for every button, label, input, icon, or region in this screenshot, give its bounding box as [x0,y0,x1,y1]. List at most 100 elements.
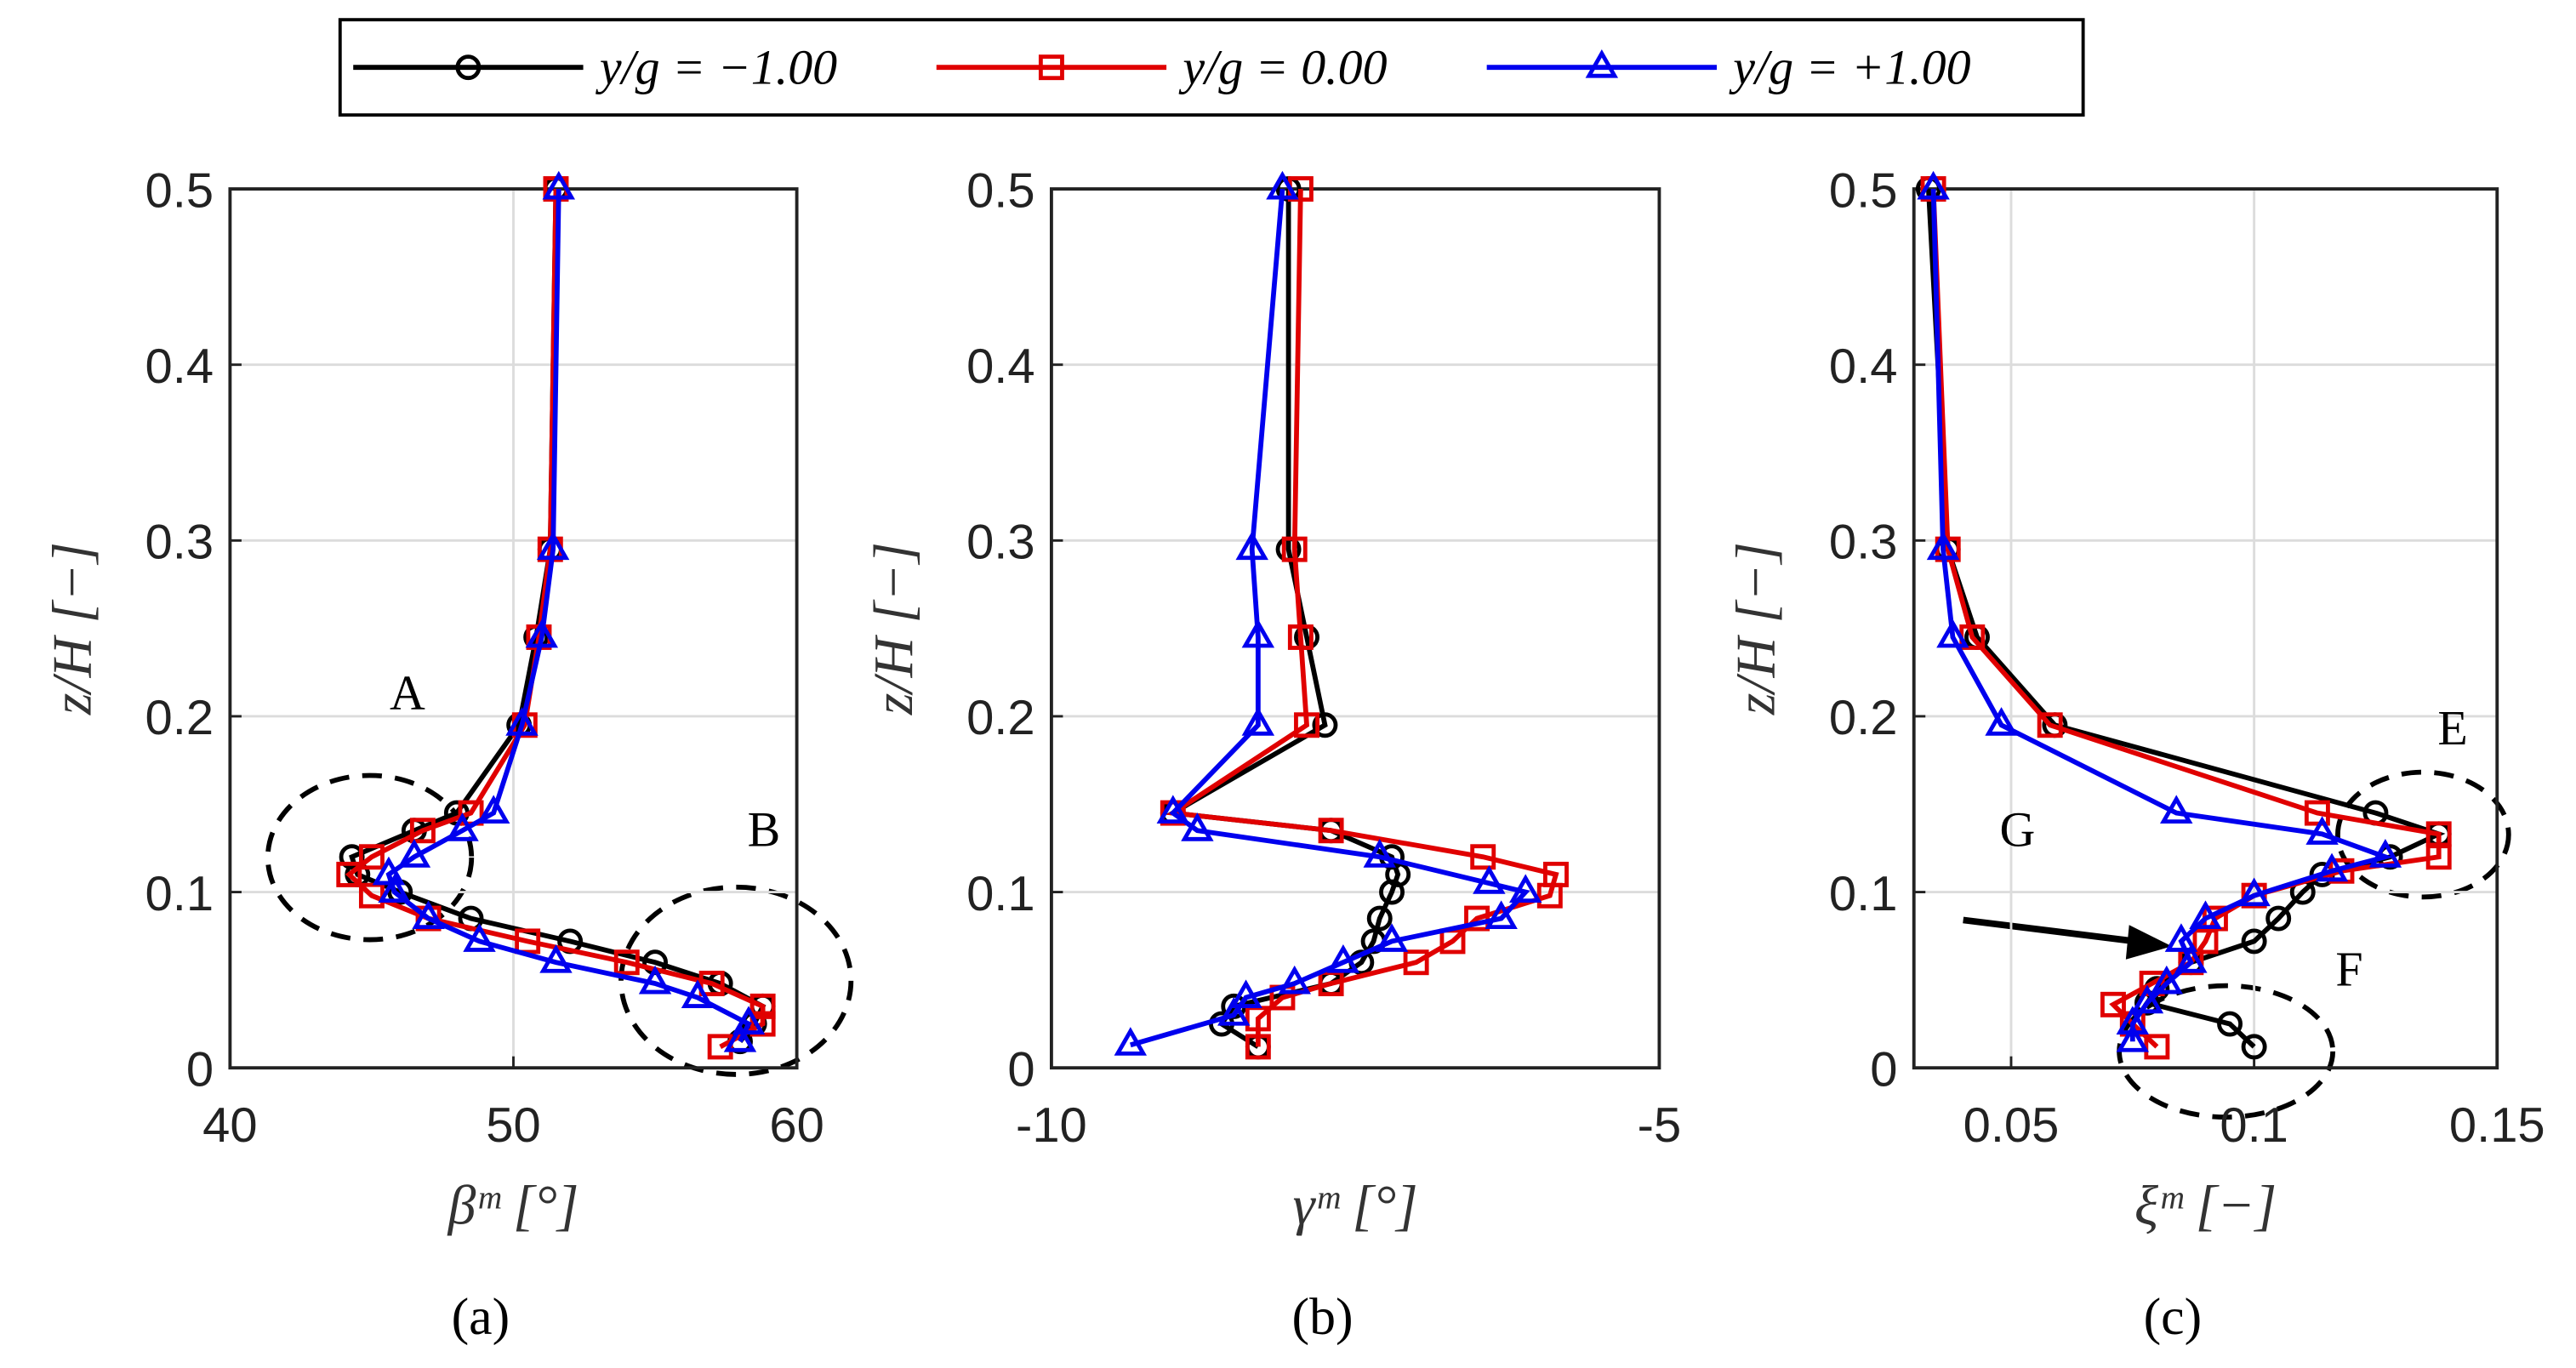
marker [2304,800,2330,826]
y-tick-label: 0.1 [145,867,214,921]
marker [455,54,482,81]
marker [1473,865,1506,894]
y-tick-label: 0.5 [966,163,1035,218]
marker [2150,965,2184,995]
x-tick-label: 50 [486,1098,540,1153]
x-tick-label: -10 [1016,1098,1087,1153]
marker [2241,928,2267,955]
marker [446,812,479,841]
series-line [385,189,752,1043]
marker [732,1006,766,1035]
marker [2164,923,2198,952]
marker [2305,816,2339,845]
marker [476,795,510,824]
panel-label: (a) [452,1288,510,1346]
marker [1464,905,1490,932]
marker [2241,1034,2267,1060]
marker [2425,844,2452,870]
axes-frame [228,187,799,1070]
marker [539,944,573,973]
marker [2265,905,2292,932]
x-axis-label: γᵐ [°] [1293,1175,1418,1237]
marker [1379,879,1405,905]
y-tick-label: 0.4 [966,339,1035,394]
legend-label: y/g = 0.00 [1178,39,1387,94]
marker [2160,795,2193,824]
y-tick-label: 0.5 [145,163,214,218]
marker [1156,795,1190,824]
marker [2189,900,2222,930]
marker [1326,944,1360,973]
marker [2116,1023,2150,1052]
x-tick-label: 40 [202,1098,257,1153]
marker [372,856,406,886]
marker [613,949,640,976]
y-tick-label: 0.1 [1829,867,1898,921]
marker [536,531,570,561]
marker [1281,536,1308,562]
y-tick-label: 0.4 [1829,339,1898,394]
marker [1985,707,2018,736]
y-axis-label: z/H [−] [863,542,925,715]
marker [1294,712,1319,738]
y-tick-label: 0 [1007,1042,1034,1097]
marker [1585,48,1619,78]
marker [2116,1006,2150,1035]
y-tick-label: 0.3 [1829,516,1898,570]
marker [1485,900,1518,930]
marker [1181,812,1214,841]
marker [1241,707,1275,736]
y-tick-label: 0.4 [145,339,214,394]
ellipse-e [2335,769,2511,900]
marker [749,993,776,1019]
marker [2144,1034,2170,1060]
marker [515,928,541,955]
marker [542,170,576,200]
marker [1366,905,1393,932]
x-tick-label: 0.15 [2449,1098,2545,1153]
y-tick-label: 0 [1870,1042,1897,1097]
x-axis-label: βᵐ [°] [447,1175,579,1237]
marker [2368,839,2402,868]
marker [336,861,362,887]
marker [505,707,539,736]
marker [1470,844,1496,870]
marker [1266,170,1299,200]
annotation: E [2437,700,2467,755]
y-tick-label: 0.2 [1829,691,1898,745]
y-tick-label: 0.3 [966,516,1035,570]
marker [1235,531,1268,561]
ellipse-a [265,772,475,943]
legend-box [338,18,2085,117]
marker [1917,170,1950,200]
legend-label: y/g = +1.00 [1729,39,1970,94]
x-axis-label: ξᵐ [−] [2134,1175,2277,1237]
marker [412,900,445,930]
marker [358,844,385,870]
marker [1926,531,1960,561]
annotation: G [1999,801,2035,857]
marker [1229,979,1262,1008]
y-tick-label: 0.5 [1829,163,1898,218]
y-tick-label: 0 [186,1042,214,1097]
x-tick-label: 60 [769,1098,824,1153]
y-axis-label: z/H [−] [1725,542,1787,715]
annotation: B [748,801,781,857]
ellipse-b [618,884,854,1077]
marker [409,818,436,844]
marker [1312,712,1338,738]
x-tick-label: 0.1 [2220,1098,2288,1153]
marker [378,874,411,903]
series-line [1165,189,1401,1049]
marker [2315,852,2349,882]
marker [2192,928,2219,955]
marker [1936,618,1969,648]
y-tick-label: 0.2 [145,691,214,745]
y-tick-label: 0.3 [145,516,214,570]
y-axis-label: z/H [−] [41,542,103,715]
marker [1241,618,1275,648]
arrow-g [1963,916,2172,960]
marker [463,923,496,952]
marker [397,839,431,868]
